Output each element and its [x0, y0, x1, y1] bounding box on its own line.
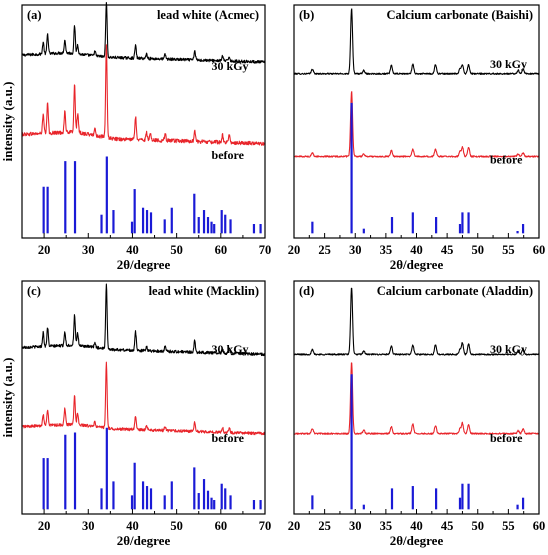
- x-axis-label: 2θ/degree: [390, 257, 444, 272]
- x-tick-label: 70: [259, 243, 272, 257]
- x-tick-label: 35: [380, 519, 393, 533]
- x-tick-label: 30: [82, 243, 95, 257]
- x-tick-label: 45: [441, 519, 454, 533]
- plot-frame: [293, 4, 540, 239]
- x-axis-label: 2θ/degree: [390, 533, 444, 548]
- series-line-30-kgy: [21, 283, 266, 357]
- y-axis-label: intensity (a.u.): [0, 358, 15, 438]
- x-tick-label: 20: [38, 243, 51, 257]
- x-tick-label: 30: [82, 519, 95, 533]
- series-label: 30 kGy: [490, 57, 527, 71]
- panel-label: (c): [27, 284, 41, 298]
- x-tick-label: 55: [502, 519, 515, 533]
- x-tick-label: 20: [288, 519, 301, 533]
- panel-label: (a): [27, 8, 42, 22]
- x-tick-label: 40: [126, 519, 139, 533]
- panel-c: 30 kGy before 20 30 40 50 60 70 2θ/degree intensi…: [0, 280, 272, 548]
- x-tick-label: 40: [410, 243, 423, 257]
- panel-title: lead white (Acmec): [157, 8, 259, 22]
- plot-frame: [21, 280, 266, 515]
- x-tick-label: 30: [349, 519, 362, 533]
- x-tick-label: 25: [318, 519, 331, 533]
- x-axis-label: 2θ/degree: [117, 533, 171, 548]
- x-tick-label: 40: [126, 243, 139, 257]
- x-tick-label: 55: [502, 243, 515, 257]
- panel-b: 30 kGy before 20 25 30 35 40 45 50 55 60 2θ/degree (…: [288, 4, 546, 272]
- series-label: before: [212, 431, 245, 445]
- series-line-30-kgy: [21, 1, 266, 64]
- x-tick-label: 25: [318, 243, 331, 257]
- series-label: before: [490, 152, 523, 166]
- panel-label: (d): [299, 284, 314, 298]
- panel-a: 30 kGy before 20 30 40 50 60 70 2θ/degree intensi…: [0, 1, 272, 272]
- x-tick-label: 50: [170, 243, 183, 257]
- series-label: before: [490, 431, 523, 445]
- x-tick-label: 40: [410, 519, 423, 533]
- panel-title: lead white (Macklin): [149, 284, 259, 298]
- x-tick-label: 30: [349, 243, 362, 257]
- series-line-before: [293, 362, 540, 435]
- x-tick-label: 60: [215, 243, 228, 257]
- x-tick-label: 60: [215, 519, 228, 533]
- x-tick-label: 20: [38, 519, 51, 533]
- series-line-before: [21, 44, 266, 146]
- panel-label: (b): [299, 8, 314, 22]
- x-tick-label: 20: [288, 243, 301, 257]
- series-line-before: [293, 91, 540, 158]
- x-axis-label: 2θ/degree: [117, 257, 171, 272]
- x-tick-label: 45: [441, 243, 454, 257]
- x-tick-label: 60: [533, 243, 546, 257]
- plot-frame: [293, 280, 540, 515]
- x-tick-label: 50: [472, 519, 485, 533]
- x-tick-label: 50: [472, 243, 485, 257]
- series-label: 30 kGy: [212, 342, 249, 356]
- panel-title: Calcium carbonate (Aladdin): [377, 284, 533, 298]
- series-label: before: [212, 148, 245, 162]
- y-axis-label: intensity (a.u.): [0, 82, 15, 162]
- panel-title: Calcium carbonate (Baishi): [386, 8, 533, 22]
- plot-frame: [21, 4, 266, 239]
- series-label: 30 kGy: [490, 342, 527, 356]
- x-tick-label: 50: [170, 519, 183, 533]
- x-tick-label: 70: [259, 519, 272, 533]
- x-tick-label: 60: [533, 519, 546, 533]
- series-line-30-kgy: [293, 8, 540, 75]
- series-label: 30 kGy: [212, 59, 249, 73]
- series-line-before: [21, 361, 266, 436]
- series-line-30-kgy: [293, 287, 540, 356]
- panel-d: 30 kGy before 20 25 30 35 40 45 50 55 60 2θ/degree (…: [288, 280, 546, 548]
- x-tick-label: 35: [380, 243, 393, 257]
